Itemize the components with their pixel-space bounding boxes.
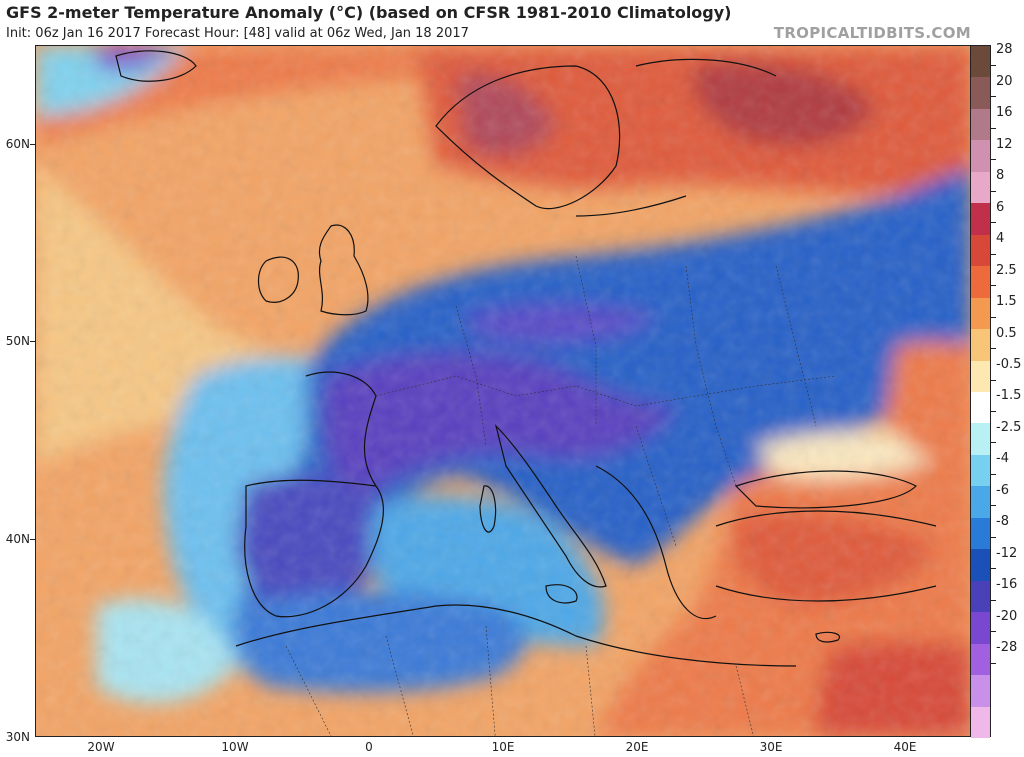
colorbar-label: 6 [996,199,1005,215]
lat-label-60n: 60N [5,137,30,151]
colorbar-label: 1.5 [996,294,1017,310]
colorbar-tick [991,379,996,381]
colorbar-label: -8 [996,514,1009,530]
chart-title: GFS 2-meter Temperature Anomaly (°C) (ba… [6,3,732,22]
colorbar-tick [991,253,996,255]
coastlines [115,50,937,667]
colorbar-segment [971,423,990,456]
lon-label-20w: 20W [87,740,115,754]
colorbar-segment [971,360,990,393]
colorbar-tick [991,568,996,570]
colorbar-segment [971,454,990,487]
borders [285,255,837,736]
colorbar-label: 20 [996,73,1013,89]
colorbar-segment [971,329,990,362]
colorbar-tick [991,285,996,287]
colorbar-segment [971,297,990,330]
colorbar-label: -12 [996,545,1018,561]
colorbar-tick [991,96,996,98]
colorbar-segment [971,486,990,519]
texture-overlay [36,46,970,736]
colorbar-segment [971,580,990,613]
lat-label-50n: 50N [5,334,30,348]
lon-label-40e: 40E [893,740,917,754]
lat-label-40n: 40N [5,532,30,546]
lon-label-30e: 30E [759,740,783,754]
colorbar-tick [991,473,996,475]
colorbar-label: 4 [996,231,1005,247]
colorbar-tick [991,65,996,66]
lat-tick [30,341,35,342]
colorbar-tick [991,505,996,507]
colorbar-label: 12 [996,136,1013,152]
colorbar-segment [971,517,990,550]
colorbar-tick [991,190,996,192]
colorbar-tick [991,536,996,538]
colorbar-segment [971,549,990,582]
colorbar-label: -2.5 [996,419,1022,435]
colorbar-label: -1.5 [996,388,1022,404]
lat-tick [30,539,35,540]
colorbar-segment [971,392,990,424]
colorbar-label: 16 [996,105,1013,121]
anomaly-map [35,45,971,737]
colorbar-label: -20 [996,608,1018,624]
colorbar-label: -16 [996,577,1018,593]
lon-label-10e: 10E [491,740,515,754]
colorbar-label: 8 [996,168,1005,184]
lon-label-10w: 10W [221,740,249,754]
colorbar-tick [991,662,996,664]
colorbar-tick [991,127,996,129]
colorbar-tick [991,442,996,444]
colorbar-tick [991,631,996,633]
lon-label-0: 0 [365,740,373,754]
colorbar-segment [971,675,990,708]
colorbar-segment [971,203,990,236]
colorbar-label: -0.5 [996,357,1022,372]
colorbar-segment [971,140,990,173]
colorbar-tick [991,348,996,350]
colorbar-label: -28 [996,640,1018,656]
colorbar-segment [971,108,990,141]
colorbar-segment [971,171,990,204]
chart-subtitle: Init: 06z Jan 16 2017 Forecast Hour: [48… [6,26,469,41]
colorbar-tick [991,411,996,412]
colorbar-segment [971,612,990,645]
lat-tick [30,144,35,145]
colorbar-tick [991,159,996,161]
colorbar-segment [971,46,990,78]
brand-watermark: TROPICALTIDBITS.COM [773,24,971,42]
colorbar-segment [971,234,990,267]
colorbar-segment [971,643,990,676]
map-canvas [36,46,970,736]
colorbar-label: 2.5 [996,262,1017,278]
lon-label-20e: 20E [625,740,649,754]
colorbar [971,45,991,739]
colorbar-label: -4 [996,451,1009,467]
colorbar-tick [991,316,996,318]
colorbar-tick [991,599,996,601]
colorbar-label: 0.5 [996,325,1017,341]
lat-label-30n: 30N [5,730,30,744]
colorbar-label: 28 [996,42,1013,58]
colorbar-segment [971,77,990,110]
colorbar-label: -6 [996,482,1009,498]
colorbar-tick [991,222,996,224]
colorbar-segment [971,706,990,739]
colorbar-segment [971,266,990,299]
